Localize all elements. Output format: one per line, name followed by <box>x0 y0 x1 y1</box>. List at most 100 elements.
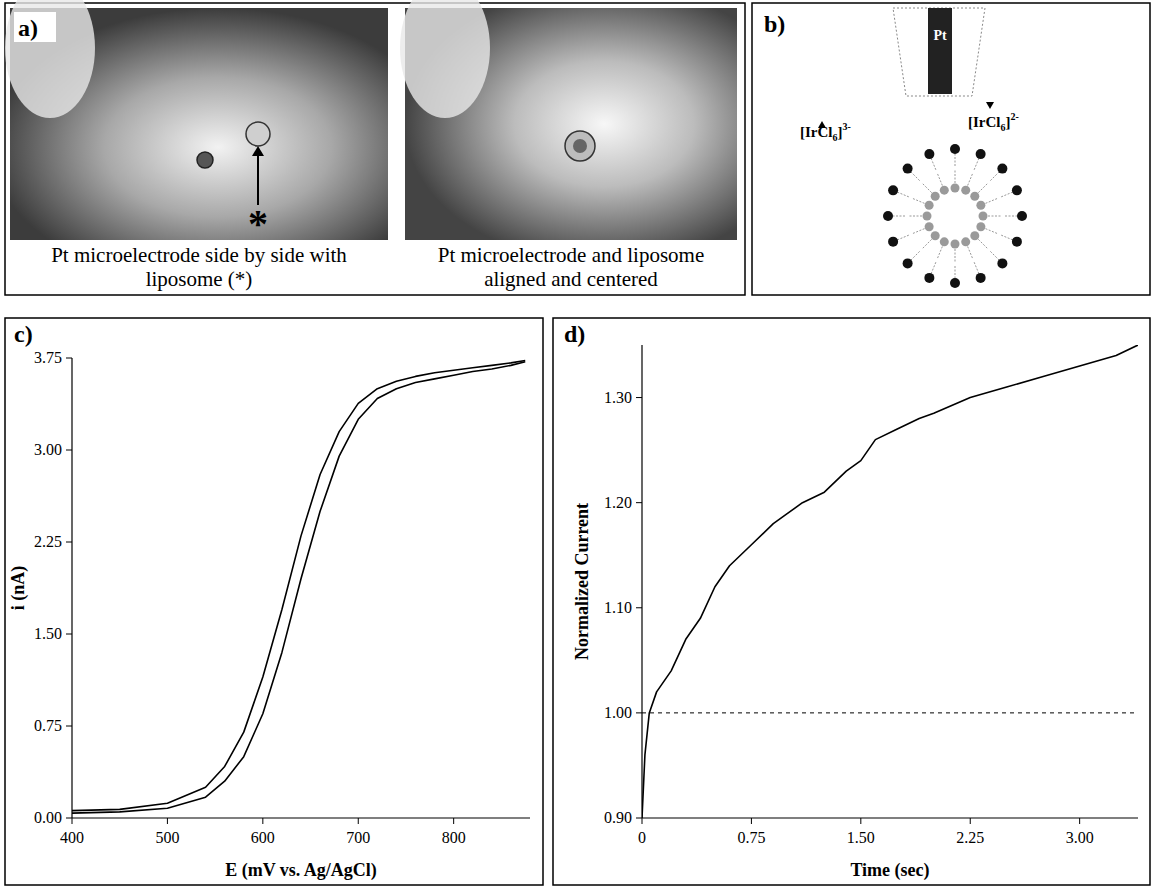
micrograph-highlight <box>5 0 95 118</box>
electrode-tip <box>573 139 587 153</box>
lipid-tail <box>1005 216 1018 217</box>
y-tick <box>66 634 72 635</box>
y-tick-label: 1.10 <box>604 599 632 616</box>
lipid-tail <box>1001 192 1013 197</box>
x-tick <box>453 818 454 824</box>
y-tick-label: 0.00 <box>34 809 62 826</box>
lipid-head-inner <box>925 222 934 231</box>
lipid-tail <box>922 239 932 249</box>
x-tick <box>72 818 73 824</box>
ion-charge: 2- <box>1011 111 1019 122</box>
lipid-tail <box>937 173 942 186</box>
lipid-tail <box>892 216 905 217</box>
y-tick-label: 2.25 <box>34 533 62 550</box>
lipid-tail <box>978 183 988 193</box>
electrode-sheath <box>893 8 985 96</box>
ion-label: [IrCl6]3- <box>800 121 851 143</box>
y-tick <box>636 397 642 398</box>
panel-letter: c) <box>14 321 33 347</box>
lipid-head-inner <box>970 231 979 240</box>
lipid-head-inner <box>940 186 949 195</box>
lipid-head-inner <box>970 192 979 201</box>
y-tick <box>636 712 642 713</box>
photo-caption: Pt microelectrode side by side withlipos… <box>51 243 347 291</box>
lipid-tail <box>974 262 979 274</box>
liposome-marker: * <box>248 201 268 246</box>
panel-letter: d) <box>564 321 585 347</box>
x-tick <box>167 818 168 824</box>
lipid-head-outer <box>976 273 986 283</box>
lipid-head-inner <box>976 222 985 231</box>
y-tick-label: 1.30 <box>604 389 632 406</box>
lipid-tail <box>955 249 956 263</box>
lipid-tail <box>988 216 1002 217</box>
lipid-head-inner <box>931 231 940 240</box>
pt-wire <box>928 8 952 94</box>
lipid-head-outer <box>903 258 913 268</box>
lipid-head-outer <box>976 149 986 159</box>
y-tick <box>66 818 72 819</box>
x-tick <box>970 818 971 824</box>
lipid-head-inner <box>976 201 985 210</box>
lipid-head-inner <box>940 237 949 246</box>
lipid-head-inner <box>961 186 970 195</box>
lipid-tail <box>937 246 942 259</box>
lipid-tail <box>985 198 998 203</box>
liposome <box>565 131 595 161</box>
y-tick-label: 0.90 <box>604 809 632 826</box>
text-line: Pt microelectrode side by side with <box>51 243 347 267</box>
y-axis-title: i (nA) <box>8 566 29 611</box>
lipid-tail <box>897 235 909 240</box>
reference-line <box>642 712 1138 713</box>
lipid-head-inner <box>951 184 960 193</box>
lipid-head-inner <box>979 212 988 221</box>
plot-area <box>72 360 525 813</box>
panel-frame <box>752 3 1150 295</box>
y-tick <box>636 818 642 819</box>
x-tick-label: 0 <box>638 829 646 846</box>
lipid-head-outer <box>997 164 1007 174</box>
lipid-head-inner <box>925 201 934 210</box>
y-tick-label: 0.75 <box>34 717 62 734</box>
x-tick-label: 800 <box>442 829 466 846</box>
x-tick <box>751 818 752 824</box>
text-line: aligned and centered <box>484 267 658 291</box>
lipid-head-outer <box>924 273 934 283</box>
panel-frame <box>553 318 1150 885</box>
x-tick-label: 500 <box>155 829 179 846</box>
y-tick-label: 3.00 <box>34 441 62 458</box>
x-tick <box>642 818 643 824</box>
lipid-tail <box>931 262 936 274</box>
lipid-tail <box>968 173 973 186</box>
ion-label: [IrCl6]2- <box>968 111 1019 133</box>
lipid-head-outer <box>924 149 934 159</box>
y-tick <box>636 607 642 608</box>
y-tick-label: 3.75 <box>34 349 62 366</box>
electrode-label: Pt <box>933 28 947 43</box>
lipid-tail <box>908 216 922 217</box>
x-axis-title: Time (sec) <box>850 860 929 881</box>
lipid-tail <box>912 198 925 203</box>
lipid-tail <box>955 266 956 279</box>
y-tick-label: 1.20 <box>604 494 632 511</box>
x-tick-label: 600 <box>251 829 275 846</box>
lipid-tail <box>910 171 919 180</box>
lipid-tail <box>931 158 936 170</box>
liposome <box>246 122 270 146</box>
arrow-head <box>252 146 264 156</box>
data-line <box>72 362 525 813</box>
x-tick <box>262 818 263 824</box>
lipid-head-outer <box>950 144 960 154</box>
x-tick <box>860 818 861 824</box>
y-tick-label: 1.50 <box>34 625 62 642</box>
ion-base: [IrCl <box>800 124 833 140</box>
lipid-tail <box>922 183 932 193</box>
lipid-head-outer <box>1012 237 1022 247</box>
letter-patch <box>14 12 56 42</box>
lipid-head-outer <box>883 211 893 221</box>
lipid-tail <box>974 158 979 170</box>
lipid-tail <box>985 229 998 234</box>
ion-base: [IrCl <box>968 114 1001 130</box>
photo-caption: Pt microelectrode and liposomealigned an… <box>438 243 705 291</box>
lipid-head-outer <box>888 237 898 247</box>
